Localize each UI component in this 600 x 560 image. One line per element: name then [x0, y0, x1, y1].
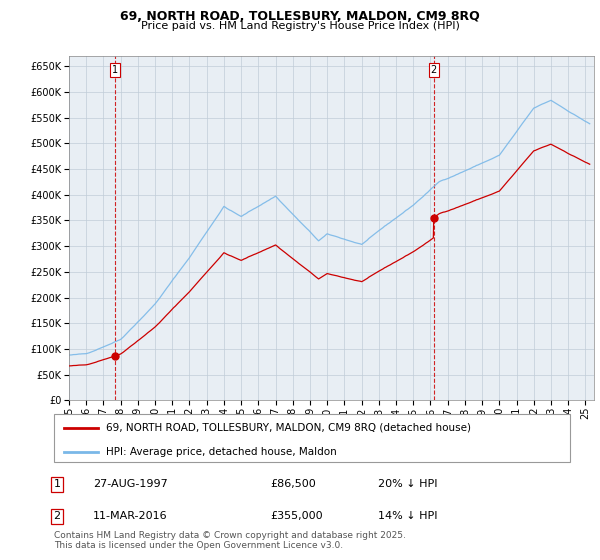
- Text: 69, NORTH ROAD, TOLLESBURY, MALDON, CM9 8RQ (detached house): 69, NORTH ROAD, TOLLESBURY, MALDON, CM9 …: [106, 423, 470, 433]
- Text: £86,500: £86,500: [270, 479, 316, 489]
- Text: 2: 2: [53, 511, 61, 521]
- Text: 27-AUG-1997: 27-AUG-1997: [93, 479, 168, 489]
- Text: 11-MAR-2016: 11-MAR-2016: [93, 511, 167, 521]
- Text: 2: 2: [431, 64, 437, 74]
- Text: 1: 1: [112, 64, 118, 74]
- Text: £355,000: £355,000: [270, 511, 323, 521]
- Text: 20% ↓ HPI: 20% ↓ HPI: [378, 479, 437, 489]
- Text: 14% ↓ HPI: 14% ↓ HPI: [378, 511, 437, 521]
- Text: HPI: Average price, detached house, Maldon: HPI: Average price, detached house, Mald…: [106, 446, 337, 456]
- Text: 1: 1: [53, 479, 61, 489]
- Text: 69, NORTH ROAD, TOLLESBURY, MALDON, CM9 8RQ: 69, NORTH ROAD, TOLLESBURY, MALDON, CM9 …: [120, 10, 480, 23]
- Text: Contains HM Land Registry data © Crown copyright and database right 2025.
This d: Contains HM Land Registry data © Crown c…: [54, 530, 406, 550]
- Text: Price paid vs. HM Land Registry's House Price Index (HPI): Price paid vs. HM Land Registry's House …: [140, 21, 460, 31]
